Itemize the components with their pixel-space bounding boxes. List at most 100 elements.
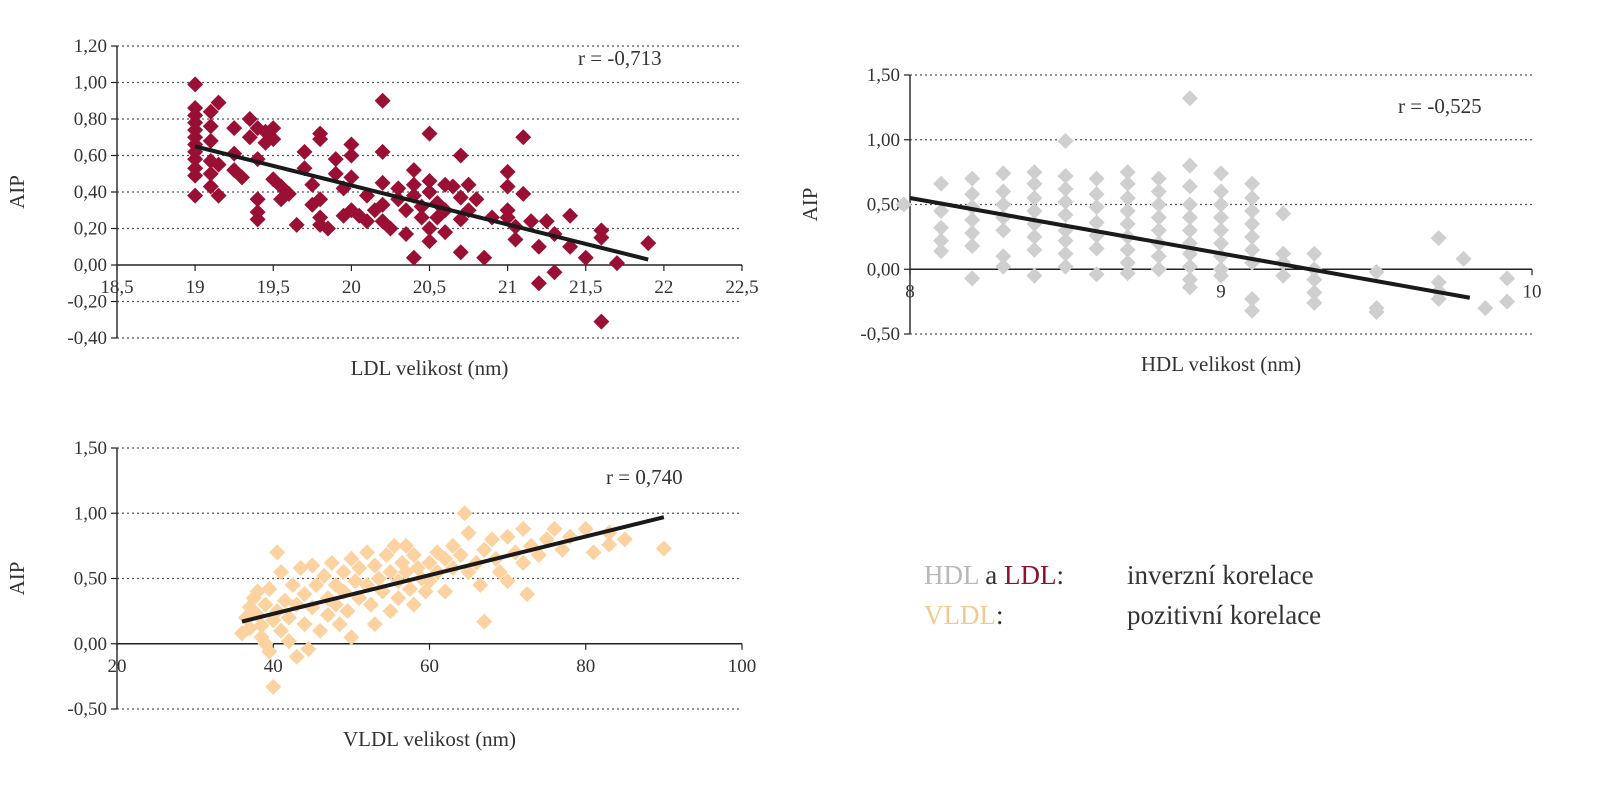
data-point: [1499, 293, 1516, 310]
data-point: [1119, 202, 1136, 219]
data-point: [316, 567, 333, 584]
data-point: [1057, 258, 1074, 275]
data-point: [1026, 241, 1043, 258]
data-point: [546, 264, 563, 281]
data-point: [288, 648, 305, 665]
legend: HDL a LDL: inverzní korelace VLDL: pozitiv…: [924, 555, 1321, 635]
data-point: [296, 616, 313, 633]
data-point: [1275, 267, 1292, 284]
y-tick-label: 0,80: [74, 109, 107, 130]
data-point: [374, 92, 391, 109]
data-point: [1213, 267, 1229, 284]
y-axis-label: AIP: [5, 562, 29, 596]
data-point: [519, 586, 536, 603]
data-point: [1026, 267, 1043, 284]
data-point: [452, 547, 469, 564]
chart-ldl: -0,40 -0,20 0,00 0,20 0,40 0,60 0,80 1,00 1,20 18…: [5, 36, 759, 380]
chart-hdl: -0,50 0,00 0,50 1,00 1,50 8 9 10 HDL velikost (n…: [798, 65, 1542, 376]
data-point: [491, 563, 508, 580]
y-tick-label: -0,20: [67, 292, 107, 313]
trend-line: [194, 144, 649, 262]
data-point: [398, 225, 415, 242]
data-point: [421, 184, 438, 200]
data-point: [1057, 193, 1074, 210]
data-point: [319, 220, 336, 237]
data-point: [995, 196, 1012, 213]
x-tick-label: 22: [654, 277, 673, 298]
data-point: [1181, 258, 1198, 275]
y-tick-label: 0,00: [74, 255, 107, 276]
data-point: [523, 213, 540, 230]
data-point: [577, 249, 594, 266]
data-point: [476, 541, 493, 558]
data-point: [530, 238, 547, 255]
data-point: [187, 167, 204, 184]
data-point: [202, 132, 219, 149]
data-point: [1150, 222, 1167, 239]
data-point: [476, 613, 493, 630]
y-tick-label: -0,50: [67, 699, 107, 720]
data-point: [995, 222, 1012, 239]
data-point: [343, 147, 360, 164]
data-point: [964, 237, 981, 254]
data-point: [241, 620, 258, 637]
y-tick-label: 1,00: [74, 503, 107, 524]
data-point: [312, 622, 329, 639]
x-axis-label: VLDL velikost (nm): [343, 727, 516, 751]
correlation-label: r = -0,713: [578, 46, 662, 70]
y-tick-label: -0,50: [860, 324, 900, 345]
data-point: [249, 211, 266, 228]
data-point: [1430, 230, 1447, 247]
data-point: [995, 183, 1012, 200]
y-tick-label: 1,00: [74, 73, 107, 94]
data-point: [405, 176, 422, 193]
data-point: [1057, 168, 1074, 185]
data-point: [530, 275, 547, 292]
data-point: [280, 609, 297, 626]
legend-key-hdl-ldl: HDL a LDL:: [924, 555, 1127, 595]
data-point: [1306, 294, 1323, 311]
y-axis-label: AIP: [798, 188, 822, 222]
data-point: [405, 596, 422, 613]
data-point: [296, 586, 313, 603]
data-point: [895, 196, 912, 213]
data-point: [312, 191, 329, 208]
data-point: [187, 151, 204, 168]
data-point: [253, 617, 270, 634]
data-point: [460, 176, 477, 193]
data-point: [273, 563, 290, 580]
data-point: [304, 176, 321, 193]
data-point: [1057, 232, 1074, 249]
data-point: [554, 541, 571, 558]
data-point: [1181, 90, 1198, 107]
data-point: [1057, 180, 1074, 197]
y-tick-label: 0,20: [74, 219, 107, 240]
data-point: [343, 136, 360, 153]
data-point: [1213, 165, 1229, 182]
data-point: [1026, 190, 1043, 207]
correlation-label: r = -0,525: [1398, 94, 1482, 118]
data-point: [577, 520, 594, 537]
data-point: [1119, 241, 1136, 258]
data-point: [187, 76, 204, 93]
x-tick-label: 21,5: [569, 277, 602, 298]
data-point: [265, 678, 282, 695]
data-point: [382, 563, 399, 580]
x-tick-label: 60: [420, 656, 439, 677]
data-point: [421, 233, 438, 250]
y-axis-label: AIP: [5, 175, 29, 209]
data-point: [1499, 270, 1516, 287]
y-tick-label: 1,20: [74, 36, 107, 57]
data-point: [933, 202, 950, 219]
y-tick-label: 1,50: [74, 438, 107, 459]
x-tick-label: 20: [342, 277, 361, 298]
data-point: [249, 191, 266, 208]
data-point: [538, 213, 555, 230]
data-point: [562, 207, 579, 224]
data-point: [1244, 202, 1261, 219]
data-point: [1026, 228, 1043, 245]
data-point: [405, 162, 422, 179]
data-point: [1306, 284, 1323, 301]
data-point: [382, 220, 399, 237]
